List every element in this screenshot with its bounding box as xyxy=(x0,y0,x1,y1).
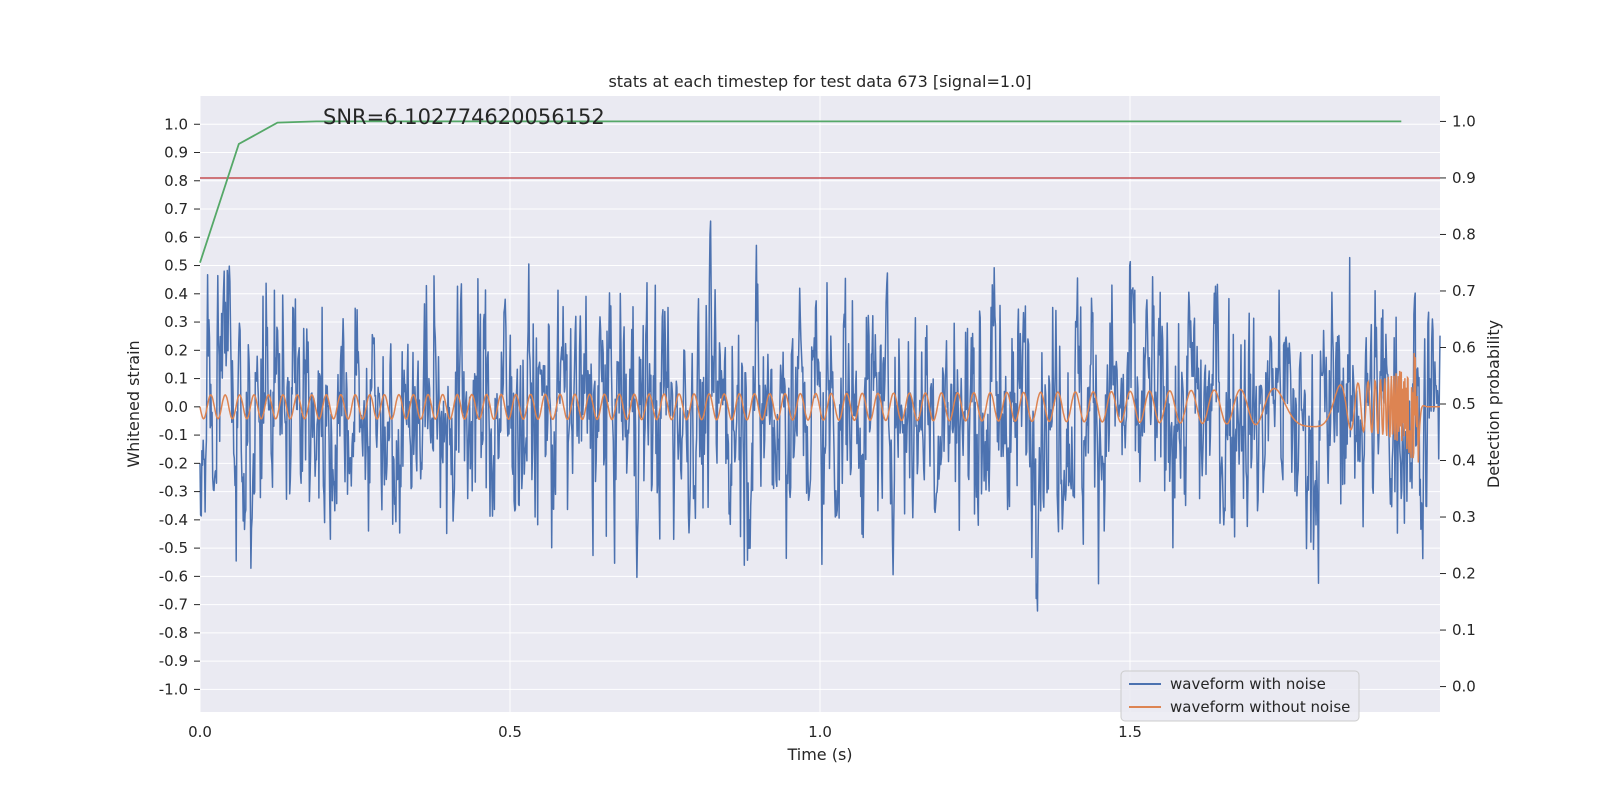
legend-label-noise: waveform with noise xyxy=(1170,675,1326,693)
snr-annotation: SNR=6.102774620056152 xyxy=(323,105,605,129)
ticks: 1.0 0.9 0.8 0.7 0.6 0.5 0.4 0.3 0.2 0.1 0.0 -0.1 -0.… xyxy=(159,112,1476,741)
y-tick-label: 0.2 xyxy=(164,341,188,359)
y2-tick-label: 0.2 xyxy=(1452,565,1476,583)
series-waveform-with-noise xyxy=(199,220,1441,612)
y-tick-label: 1.0 xyxy=(164,115,188,133)
y-tick-label: -0.5 xyxy=(159,539,188,557)
y2-tick-label: 0.8 xyxy=(1452,225,1476,243)
chart-title: stats at each timestep for test data 673… xyxy=(608,72,1031,91)
legend-box xyxy=(1120,670,1360,722)
y-tick-label: 0.8 xyxy=(164,172,188,190)
y-tick-label: 0.4 xyxy=(164,285,188,303)
y-tick-label: -0.6 xyxy=(159,567,188,585)
y2-tick-label: 0.9 xyxy=(1452,169,1476,187)
y2-tick-label: 0.7 xyxy=(1452,282,1476,300)
x-tick-label: 0.5 xyxy=(498,723,522,741)
y2-tick-label: 0.0 xyxy=(1452,678,1476,696)
y2-tick-label: 0.3 xyxy=(1452,508,1476,526)
x-tick-label: 1.0 xyxy=(808,723,832,741)
y2-tick-label: 0.5 xyxy=(1452,395,1476,413)
y-tick-label: 0.6 xyxy=(164,228,188,246)
y2-tick-label: 0.4 xyxy=(1452,452,1476,470)
y2-tick-label: 1.0 xyxy=(1452,112,1476,130)
series-layer xyxy=(199,120,1441,612)
y-tick-label: -1.0 xyxy=(159,680,188,698)
series-waveform-without-noise xyxy=(199,353,1440,463)
y-tick-label: -0.4 xyxy=(159,511,188,529)
y-tick-label: 0.5 xyxy=(164,257,188,275)
y2-axis-label: Detection probability xyxy=(1484,320,1503,488)
y-tick-label: 0.3 xyxy=(164,313,188,331)
y-tick-label: -0.8 xyxy=(159,624,188,642)
legend: waveform with noise waveform without noi… xyxy=(1120,670,1360,722)
y-tick-label: -0.9 xyxy=(159,652,188,670)
legend-label-clean: waveform without noise xyxy=(1170,698,1350,716)
x-tick-label: 1.5 xyxy=(1118,723,1142,741)
y-tick-label: 0.9 xyxy=(164,144,188,162)
y-tick-label: 0.1 xyxy=(164,370,188,388)
y-tick-label: -0.3 xyxy=(159,483,188,501)
y2-tick-label: 0.6 xyxy=(1452,338,1476,356)
y-tick-label: 0.7 xyxy=(164,200,188,218)
y-tick-label: -0.7 xyxy=(159,596,188,614)
x-axis-label: Time (s) xyxy=(786,745,852,764)
y-tick-label: -0.2 xyxy=(159,454,188,472)
y-tick-label: -0.1 xyxy=(159,426,188,444)
x-tick-label: 0.0 xyxy=(188,723,212,741)
y2-tick-label: 0.1 xyxy=(1452,621,1476,639)
y-tick-label: 0.0 xyxy=(164,398,188,416)
y-axis-label: Whitened strain xyxy=(124,340,143,467)
